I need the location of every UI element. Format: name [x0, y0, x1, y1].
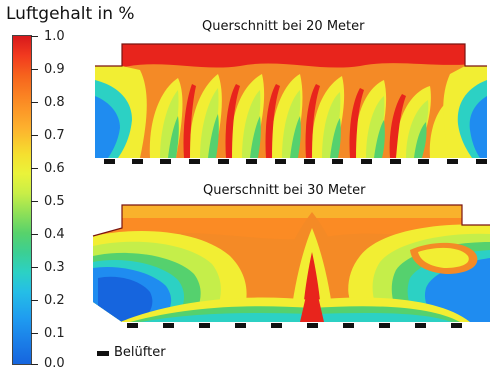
- colorbar-tick-label: 0.8: [44, 95, 65, 110]
- colorbar-tick-mark: [31, 333, 38, 334]
- aerator: [246, 159, 257, 164]
- aerator: [304, 159, 315, 164]
- colorbar-tick-label: 1.0: [44, 29, 65, 44]
- aerator: [104, 159, 115, 164]
- aerator: [361, 159, 372, 164]
- aerator: [343, 323, 354, 328]
- aerator: [476, 159, 487, 164]
- colorbar-tick-mark: [31, 168, 38, 169]
- aerator: [218, 159, 229, 164]
- aerator: [199, 323, 210, 328]
- colorbar-tick-mark: [31, 267, 38, 268]
- colorbar-tick-label: 0.1: [44, 326, 65, 341]
- aerator: [451, 323, 462, 328]
- aerator: [415, 323, 426, 328]
- colorbar: [12, 35, 32, 365]
- aerator: [307, 323, 318, 328]
- colorbar-tick-mark: [31, 201, 38, 202]
- colorbar-tick-label: 0.9: [44, 62, 65, 77]
- colorbar-tick-mark: [31, 36, 38, 37]
- aerator-legend-label: Belüfter: [114, 345, 166, 360]
- colorbar-tick-mark: [31, 102, 38, 103]
- section-title-20m: Querschnitt bei 20 Meter: [202, 19, 365, 34]
- aerator: [418, 159, 429, 164]
- colorbar-tick-label: 0.2: [44, 293, 65, 308]
- colorbar-tick-label: 0.3: [44, 260, 65, 275]
- contour-section-20m: [95, 44, 487, 158]
- aerator: [332, 159, 343, 164]
- colorbar-tick-mark: [31, 69, 38, 70]
- aerator: [235, 323, 246, 328]
- aerator-legend-key: [97, 351, 109, 356]
- section-title-30m: Querschnitt bei 30 Meter: [203, 183, 366, 198]
- colorbar-tick-mark: [31, 300, 38, 301]
- colorbar-tick-mark: [31, 234, 38, 235]
- colorbar-tick-mark: [31, 364, 38, 365]
- colorbar-tick-label: 0.5: [44, 194, 65, 209]
- colorbar-tick-mark: [31, 135, 38, 136]
- colorbar-tick-label: 0.4: [44, 227, 65, 242]
- aerator: [160, 159, 171, 164]
- contour-section-30m: [93, 205, 490, 322]
- tank-outline-20m: [95, 43, 487, 67]
- aerator: [390, 159, 401, 164]
- aerator: [132, 159, 143, 164]
- aerator: [189, 159, 200, 164]
- aerator: [447, 159, 458, 164]
- colorbar-tick-label: 0.0: [44, 356, 65, 369]
- tank-outline-30m: [92, 204, 490, 237]
- aerator: [127, 323, 138, 328]
- colorbar-tick-label: 0.7: [44, 128, 65, 143]
- aerator: [163, 323, 174, 328]
- legend-title: Luftgehalt in %: [6, 4, 135, 24]
- aerator: [275, 159, 286, 164]
- aerator: [379, 323, 390, 328]
- aerator: [271, 323, 282, 328]
- colorbar-tick-label: 0.6: [44, 161, 65, 176]
